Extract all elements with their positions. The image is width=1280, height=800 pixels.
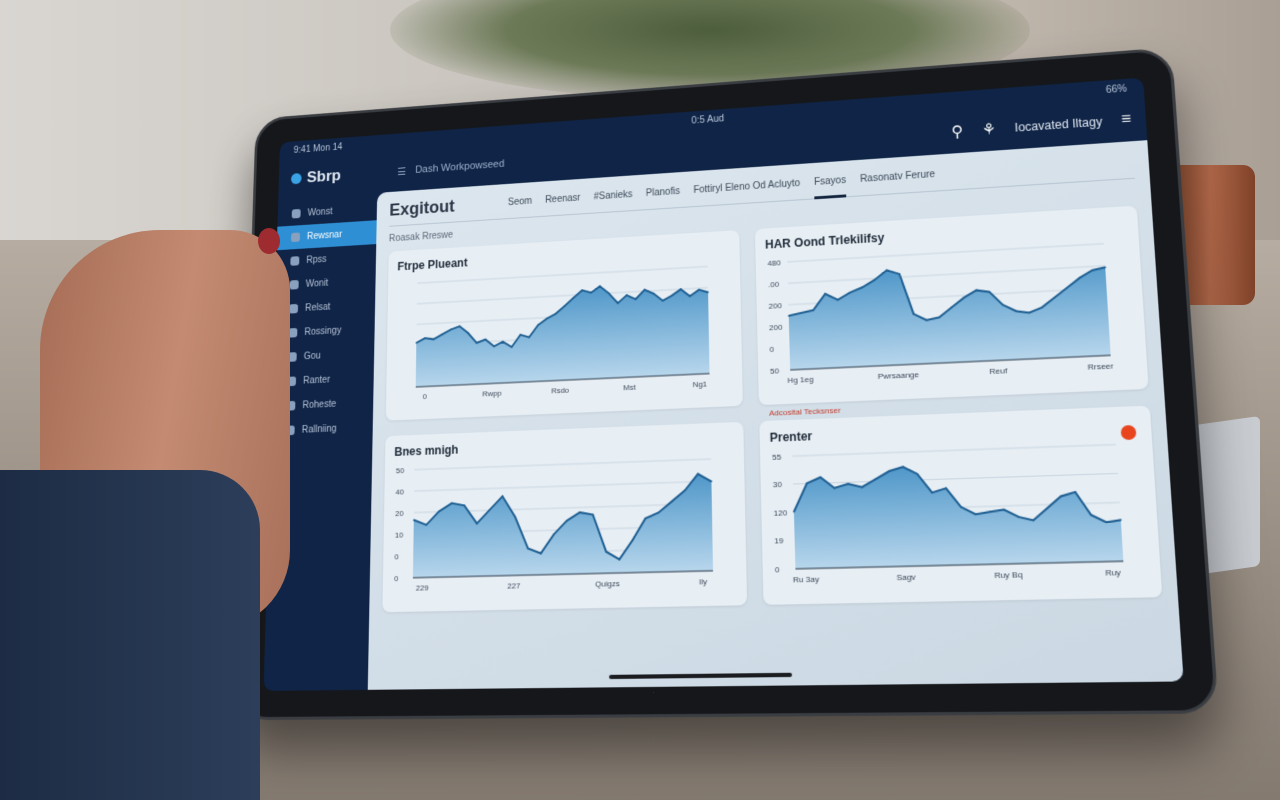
sidebar-item-label: Ranter	[302, 374, 331, 386]
sidebar-item-icon	[290, 232, 301, 243]
y-tick-label: 200	[769, 323, 783, 333]
breadcrumb[interactable]: Dash Workpowseed	[415, 158, 505, 176]
y-tick-label: .00	[768, 280, 780, 290]
x-tick-label: Ruy	[1105, 568, 1121, 578]
y-tick-label: 40	[396, 487, 405, 496]
y-tick-label: 0	[394, 552, 399, 561]
sidebar-item-label: Rossingy	[304, 325, 342, 338]
chart-tag: Adcosital Tecksnser	[769, 405, 841, 418]
area-chart: 50 40 20 10 0 0 229 227 Quigzs Ily	[394, 447, 723, 593]
sidebar-item-icon	[290, 256, 300, 266]
y-tick-label: 30	[773, 480, 783, 490]
y-tick-label: 50	[396, 466, 405, 475]
menu-icon[interactable]: ≡	[1120, 110, 1132, 129]
x-tick-label: Mst	[623, 383, 636, 393]
sidebar-item-label: Rpss	[306, 254, 327, 266]
sidebar-item-label: Gou	[303, 350, 321, 362]
chart-grid: Ftrpe Plueant 0 Rwpp Rsdo Mst Ng1 HAR Oond Trl…	[382, 205, 1163, 613]
sleeve	[0, 470, 260, 800]
page-title: Exgitout	[389, 196, 455, 220]
alert-dot-icon[interactable]	[1120, 424, 1137, 441]
area-fill	[792, 459, 1124, 569]
x-tick-label: Reuf	[989, 366, 1008, 376]
y-tick-label: 20	[395, 509, 404, 518]
x-tick-label: Sagv	[896, 572, 916, 582]
y-tick-label: 200	[768, 301, 782, 311]
chart-card[interactable]: Adcosital Tecksnser Prenter 55 30 120 19 0 Ru 3…	[759, 405, 1163, 605]
battery-status: 66%	[1105, 83, 1128, 96]
gridline	[792, 445, 1116, 457]
status-time: 9:41 Mon 14	[293, 141, 343, 156]
gridline	[415, 459, 712, 470]
y-tick-label: 19	[774, 537, 783, 547]
y-tick-label: 0	[775, 565, 780, 575]
x-tick-label: Rrseer	[1087, 361, 1114, 372]
x-tick-label: Quigzs	[595, 579, 620, 589]
x-tick-label: Ru 3ay	[793, 574, 819, 584]
y-tick-label: 55	[772, 452, 782, 462]
gridline	[793, 473, 1118, 484]
tab[interactable]: Seom	[507, 196, 533, 208]
fingernail	[258, 228, 280, 254]
brand-name: Sbrp	[306, 166, 342, 187]
tab[interactable]: #Sanieks	[593, 189, 633, 203]
feather-icon[interactable]: ⚘	[981, 121, 997, 139]
x-tick-label: Rwpp	[482, 389, 502, 399]
y-tick-label: 480	[767, 258, 781, 268]
chart-card[interactable]: Bnes mnigh 50 40 20 10 0 0 229 227 Quigzs Ily	[382, 421, 748, 613]
tab[interactable]: Rasonatv Ferure	[859, 169, 936, 185]
x-tick-label: Ng1	[693, 380, 708, 390]
sidebar-item-icon	[291, 208, 301, 219]
y-tick-label: 120	[773, 508, 787, 518]
area-chart: 55 30 120 19 0 Ru 3ay Sagv Ruy Bq Ruy	[772, 432, 1136, 585]
x-tick-label: Pwrsaange	[878, 370, 920, 381]
x-tick-label: 227	[507, 581, 520, 590]
main-content: Exgitout Seom Reenasr #Sanieks Planofis Fott…	[367, 140, 1184, 690]
x-tick-label: Ruy Bq	[994, 570, 1023, 580]
y-tick-label: 50	[770, 366, 780, 375]
y-tick-label: 0	[769, 345, 774, 354]
sidebar-item-label: Wonst	[307, 206, 333, 218]
area-chart: 0 Rwpp Rsdo Mst Ng1	[395, 254, 720, 401]
tab[interactable]: Fsayos	[814, 171, 847, 191]
chart-card[interactable]: Ftrpe Plueant 0 Rwpp Rsdo Mst Ng1	[385, 230, 743, 421]
sidebar-item-label: Roheste	[302, 398, 337, 411]
x-tick-label: 0	[423, 392, 428, 401]
sidebar-item-label: Rewsnar	[306, 229, 343, 242]
area-fill	[415, 280, 710, 387]
user-name[interactable]: Iocavated Iltagy	[1014, 114, 1103, 135]
gridline	[414, 481, 711, 491]
tab[interactable]: Fottiryl Eleno Od Acluyto	[693, 178, 801, 196]
x-tick-label: 229	[416, 583, 429, 592]
tablet: 9:41 Mon 14 0:5 Aud 66% Sbrp ☰ Dash Workp…	[215, 47, 1219, 721]
chart-card[interactable]: HAR Oond Trlekilifsy 480.00 200 200 0 50 Hg 1e…	[754, 205, 1149, 406]
gridline	[788, 266, 1105, 284]
tab[interactable]: Planofis	[645, 186, 681, 199]
sidebar-item-icon	[289, 279, 299, 290]
area-fill	[412, 473, 714, 578]
area-chart: 480 .00 200 200 0 50 Hg 1eg Pwrsaange Reuf Rrseer	[767, 231, 1114, 385]
sidebar-item-icon	[288, 303, 299, 314]
sidebar-toggle-icon[interactable]: ☰	[397, 165, 407, 178]
y-tick-label: 0	[394, 574, 399, 583]
tablet-screen: 9:41 Mon 14 0:5 Aud 66% Sbrp ☰ Dash Workp…	[263, 77, 1184, 691]
status-center: 0:5 Aud	[691, 113, 725, 126]
sidebar-item-label: Rallniing	[301, 423, 337, 436]
x-tick-label: Rsdo	[551, 386, 569, 396]
sidebar-item-label: Relsat	[304, 301, 331, 314]
tab[interactable]: Reenasr	[545, 192, 581, 206]
x-tick-label: Ily	[699, 577, 707, 587]
x-tick-label: Hg 1eg	[787, 375, 813, 385]
logo-icon	[290, 172, 302, 185]
app-brand[interactable]: Sbrp	[290, 162, 398, 188]
sidebar-item-label: Wonit	[305, 277, 329, 290]
search-icon[interactable]: ⚲	[950, 123, 964, 141]
y-tick-label: 10	[395, 530, 404, 539]
